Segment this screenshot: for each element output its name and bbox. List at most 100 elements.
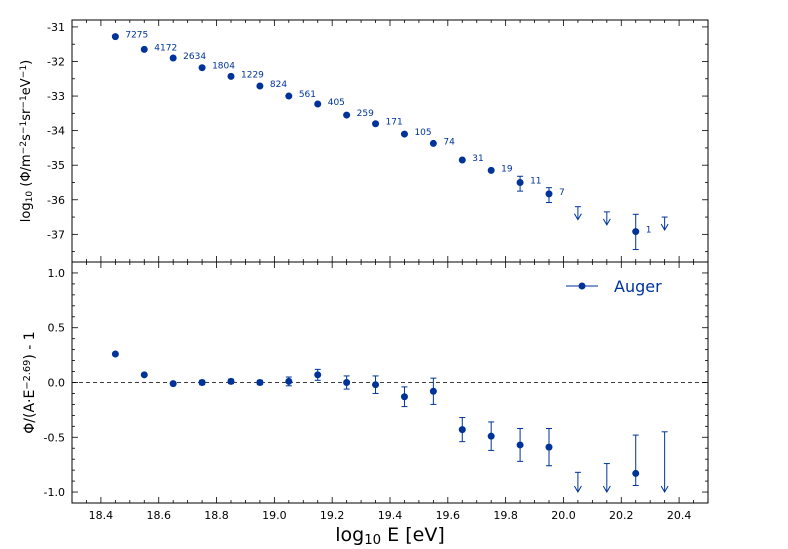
event-count-label: 561 [299,90,316,100]
flux-point [632,228,640,236]
x-axis-label-part: E [eV] [381,524,445,546]
flux-point [314,100,322,108]
x-tick-label: 19.2 [320,509,345,522]
flux-y-axis-label-part: s [19,134,34,141]
upper-limit-head [602,218,611,226]
residual-point [285,377,293,385]
flux-point [111,33,119,41]
flux-y-axis-label-part: −1 [19,121,29,134]
event-count-label: 405 [328,98,345,108]
event-count-label: 2634 [183,52,206,62]
flux-point [140,45,148,53]
x-tick-label: 18.4 [89,509,114,522]
y-tick-label: 1.0 [48,267,66,280]
residual-point [545,443,553,451]
event-count-label: 74 [443,137,455,147]
flux-point [198,64,206,72]
x-axis-label-part: log [335,524,364,546]
residual-y-axis-label-part: ) - 1 [22,331,38,359]
residual-point [256,379,264,386]
residual-point [198,379,206,386]
residual-panel: 18.4 18.6 18.8 19.0 19.2 19.4 19.6 19.8 20.0 20.2… [44,261,709,522]
event-count-label: 1804 [212,62,235,72]
event-count-label: 1 [646,226,652,236]
x-tick-label: 19.0 [262,509,287,522]
y-tick-label: -33 [47,90,65,103]
upper-limit-head [573,485,582,494]
x-tick-label: 18.6 [146,509,171,522]
residual-point [458,426,466,434]
upper-limit-head [660,485,669,494]
flux-panel: -31 -32 -33 -34 -35 -36 -37 7275 4172 2634 1804 122… [47,19,709,263]
flux-point [227,72,235,80]
flux-y-axis-label-part: −1 [19,95,29,108]
event-count-label: 7 [559,188,565,198]
y-tick-label: -31 [47,21,65,34]
flux-y-axis-label-part: ) [19,60,34,65]
upper-limit-head [602,485,611,494]
residual-y-axis-label-part: −2.69 [22,360,33,390]
flux-point [343,111,351,119]
residual-y-axis-label-part: Φ/(A·E [22,390,38,434]
upper-limit-head [660,223,669,232]
x-tick-label: 20.0 [551,509,576,522]
event-count-label: 105 [414,128,431,138]
y-tick-label: -37 [47,228,65,241]
y-tick-label: -35 [47,159,65,172]
event-count-label: 1229 [241,70,264,80]
residual-point [429,387,437,395]
residual-point [343,379,351,386]
residual-point [140,371,148,379]
event-count-label: 259 [357,109,374,119]
flux-y-axis-label-part: log [19,202,34,222]
residual-point [227,377,235,385]
residual-point [169,380,177,388]
residual-point [487,432,495,440]
flux-point [545,190,553,198]
flux-point [516,178,524,186]
event-count-label: 11 [530,176,541,186]
flux-y-axis-label-part: −2 [19,141,29,154]
y-tick-label: -0.5 [44,431,65,444]
flux-point [458,156,466,164]
y-tick-label: -1.0 [44,486,65,499]
flux-point [429,139,437,147]
x-tick-label: 19.4 [378,509,403,522]
flux-point [487,166,495,174]
flux-point [169,54,177,62]
y-tick-label: 0.0 [48,377,66,390]
flux-point [256,82,264,90]
event-count-label: 7275 [125,31,148,41]
residual-y-axis-label: Φ/(A·E−2.69) - 1 [22,331,38,433]
legend-label: Auger [614,277,662,296]
flux-point [372,120,380,128]
residual-point [400,393,408,401]
y-tick-label: 0.5 [48,322,66,335]
x-tick-label: 19.6 [436,509,461,522]
event-count-label: 4172 [154,43,177,53]
event-count-label: 19 [501,164,513,174]
axis-labels: log10 (Φ/m−2s−1sr−1eV−1) Φ/(A·E−2.69) - 1… [19,60,445,548]
x-tick-label: 19.8 [493,509,518,522]
y-tick-label: -32 [47,55,65,68]
upper-limit-head [573,213,582,221]
flux-y-axis-label: log10 (Φ/m−2s−1sr−1eV−1) [19,60,35,222]
x-tick-label: 18.8 [204,509,229,522]
residual-point [314,371,322,379]
legend-marker [578,282,586,290]
flux-y-axis-label-part: (Φ/m [19,154,34,190]
x-tick-label: 20.4 [667,509,692,522]
y-tick-label: -34 [47,125,65,138]
event-count-label: 824 [270,80,287,90]
flux-y-axis-label-part: eV [19,78,34,95]
flux-frame [71,19,709,263]
residual-point [372,381,380,389]
x-axis-label: log10 E [eV] [335,524,445,548]
event-count-label: 31 [472,154,483,164]
event-count-label: 171 [386,118,403,128]
residual-point [111,350,119,358]
residual-point [632,469,640,477]
y-tick-label: -36 [47,194,65,207]
residual-point [516,441,524,449]
